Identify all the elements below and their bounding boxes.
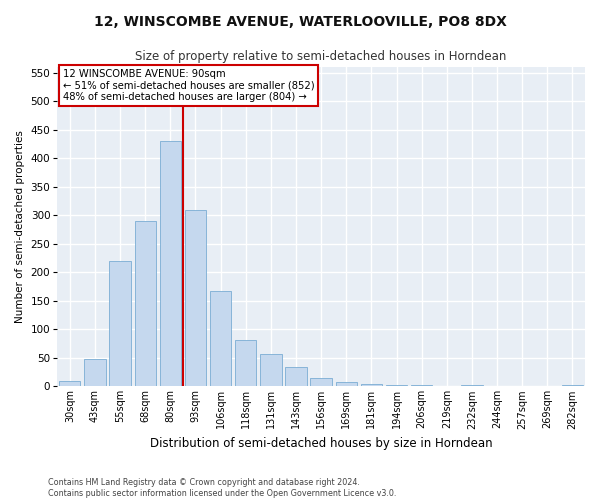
Title: Size of property relative to semi-detached houses in Horndean: Size of property relative to semi-detach… [136,50,507,63]
Bar [109,261,131,386]
Text: Contains HM Land Registry data © Crown copyright and database right 2024.
Contai: Contains HM Land Registry data © Crown c… [48,478,397,498]
Bar [160,141,181,386]
Bar [59,380,80,386]
Y-axis label: Number of semi-detached properties: Number of semi-detached properties [15,130,25,323]
Bar [335,382,357,386]
Bar [84,359,106,386]
Bar [461,385,482,386]
Bar [286,367,307,386]
Text: 12 WINSCOMBE AVENUE: 90sqm
← 51% of semi-detached houses are smaller (852)
48% o: 12 WINSCOMBE AVENUE: 90sqm ← 51% of semi… [62,68,314,102]
Bar [386,385,407,386]
Bar [310,378,332,386]
Bar [562,385,583,386]
Bar [361,384,382,386]
Text: 12, WINSCOMBE AVENUE, WATERLOOVILLE, PO8 8DX: 12, WINSCOMBE AVENUE, WATERLOOVILLE, PO8… [94,15,506,29]
Bar [260,354,281,386]
Bar [185,210,206,386]
Bar [134,221,156,386]
X-axis label: Distribution of semi-detached houses by size in Horndean: Distribution of semi-detached houses by … [150,437,493,450]
Bar [235,340,256,386]
Bar [210,290,231,386]
Bar [411,384,433,386]
